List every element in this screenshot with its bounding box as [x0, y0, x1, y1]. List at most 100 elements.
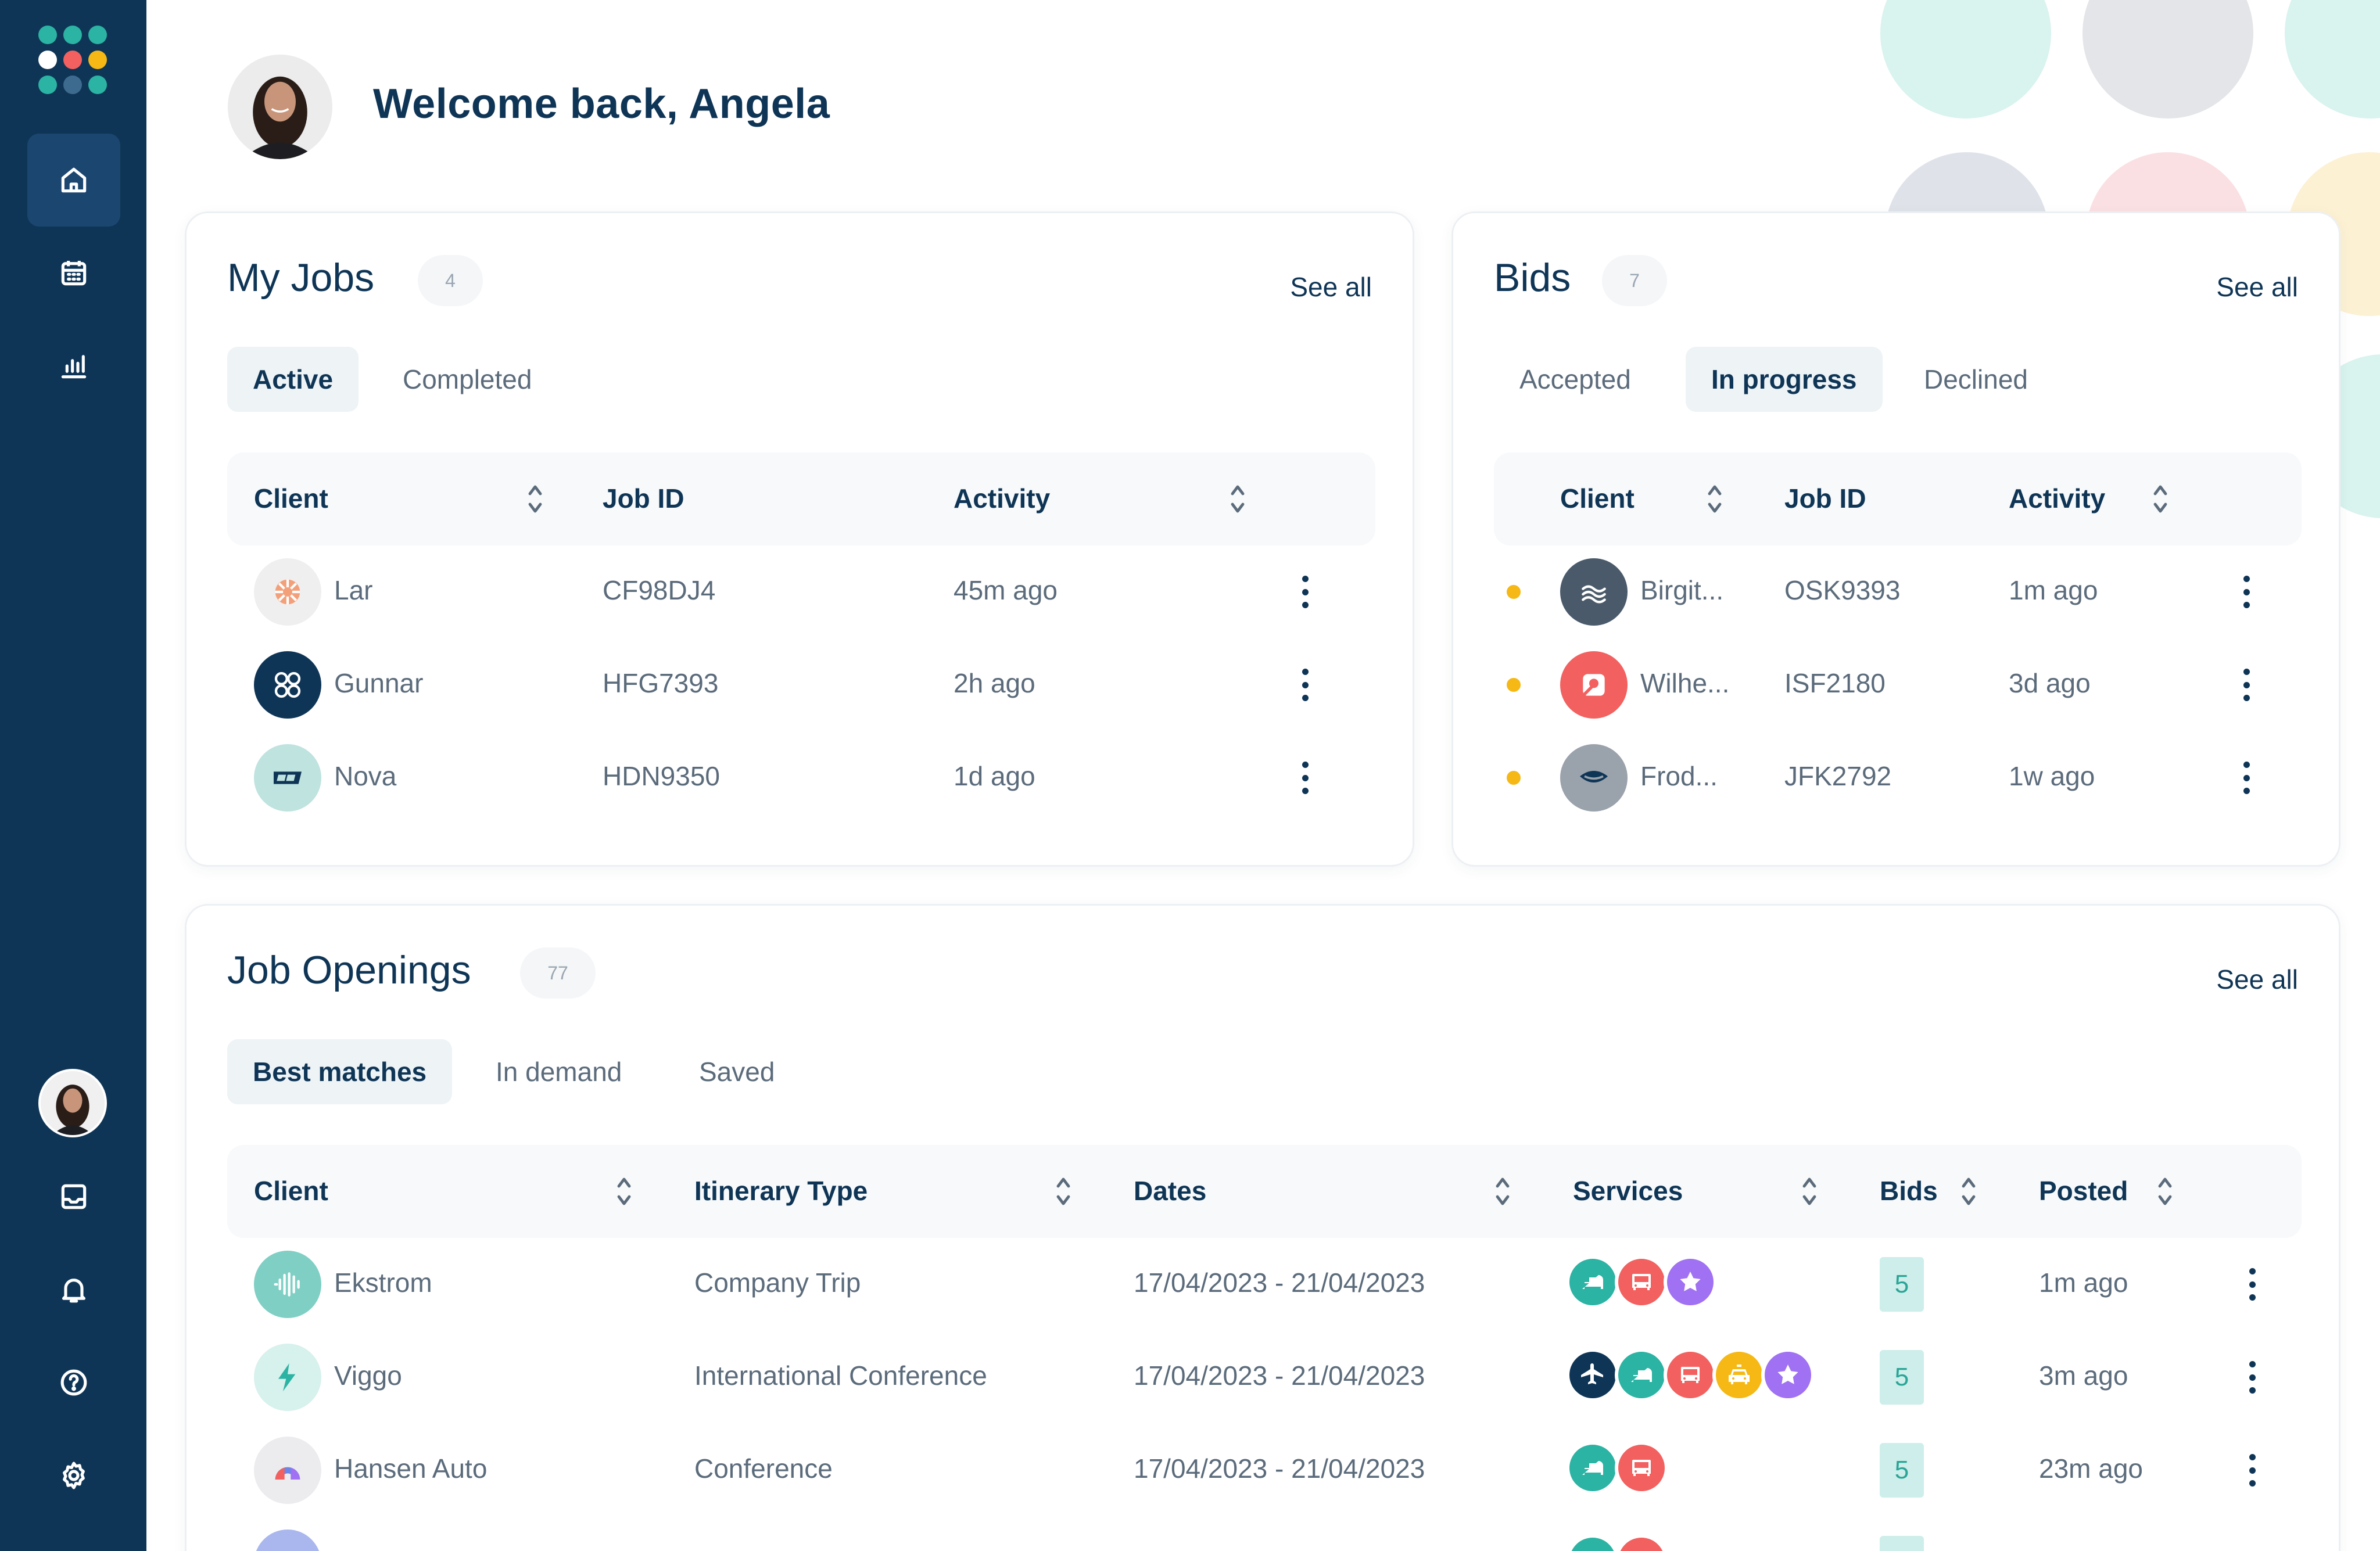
column-activity[interactable]: Activity [954, 483, 1051, 514]
nav-settings[interactable] [27, 1429, 120, 1522]
column-services[interactable]: Services [1573, 1176, 1683, 1206]
bed-icon [1566, 1441, 1619, 1495]
nav-inbox[interactable] [27, 1150, 120, 1243]
sort-icon[interactable] [1960, 1174, 1977, 1209]
activity: 3d ago [2009, 668, 2091, 698]
bus-icon [1615, 1441, 1668, 1495]
gear-icon [63, 1462, 85, 1489]
bids-count-badge [1880, 1536, 1924, 1551]
itinerary-type: Company Trip [694, 1268, 861, 1298]
job-id: ISF2180 [1784, 668, 1886, 698]
table-row[interactable]: Wilhe... ISF2180 3d ago [1494, 638, 2302, 731]
tab-saved[interactable]: Saved [699, 1057, 775, 1087]
tab-in-demand[interactable]: In demand [496, 1057, 622, 1087]
tab-accepted[interactable]: Accepted [1519, 364, 1631, 394]
table-row[interactable]: Lar CF98DJ4 45m ago [227, 545, 1375, 638]
column-activity[interactable]: Activity [2009, 483, 2106, 514]
more-options-icon[interactable] [2241, 1261, 2264, 1308]
nav-notifications[interactable] [27, 1243, 120, 1336]
more-options-icon[interactable] [2235, 755, 2258, 801]
user-avatar[interactable] [228, 55, 332, 159]
nav-analytics[interactable] [27, 319, 120, 412]
more-options-icon[interactable] [2241, 1354, 2264, 1401]
app-logo[interactable] [38, 26, 107, 94]
sort-icon[interactable] [1055, 1174, 1072, 1209]
dates: 17/04/2023 - 21/04/2023 [1134, 1268, 1425, 1298]
table-row[interactable]: Hansen Auto Conference 17/04/2023 - 21/0… [227, 1424, 2302, 1517]
my-jobs-count: 4 [418, 255, 483, 306]
column-itinerary-type[interactable]: Itinerary Type [694, 1176, 868, 1206]
table-row[interactable]: Birgit... OSK9393 1m ago [1494, 545, 2302, 638]
client-name: Viggo [334, 1360, 402, 1391]
sort-icon[interactable] [1706, 482, 1723, 516]
nav-calendar[interactable] [27, 227, 120, 319]
table-row[interactable]: Viggo International Conference 17/04/202… [227, 1331, 2302, 1424]
nav-help[interactable] [27, 1336, 120, 1429]
activity: 2h ago [954, 668, 1035, 698]
job-openings-title: Job Openings [227, 948, 471, 992]
sidebar-avatar[interactable] [38, 1069, 107, 1137]
client-name: Nova [334, 761, 397, 791]
star-icon [1664, 1255, 1717, 1309]
nav-home[interactable] [27, 134, 120, 227]
tab-active[interactable]: Active [227, 347, 359, 412]
sort-icon[interactable] [1494, 1174, 1511, 1209]
sort-icon[interactable] [526, 482, 544, 516]
car-icon [1712, 1348, 1766, 1402]
tab-declined[interactable]: Declined [1924, 364, 2028, 394]
table-row[interactable] [227, 1517, 2302, 1551]
client-name: Gunnar [334, 668, 424, 698]
activity: 1m ago [2009, 575, 2098, 605]
job-id: HFG7393 [603, 668, 719, 698]
column-job-id[interactable]: Job ID [603, 483, 684, 514]
activity: 1w ago [2009, 761, 2095, 791]
job-openings-see-all[interactable]: See all [2216, 964, 2298, 994]
job-openings-table-header: Client Itinerary Type Dates Services Bid… [227, 1145, 2302, 1238]
bell-icon [62, 1279, 86, 1303]
column-bids[interactable]: Bids [1880, 1176, 1938, 1206]
table-row[interactable]: Ekstrom Company Trip 17/04/2023 - 21/04/… [227, 1238, 2302, 1331]
sort-icon[interactable] [1801, 1174, 1818, 1209]
more-options-icon[interactable] [1293, 569, 1317, 615]
bids-count: 7 [1602, 255, 1667, 306]
my-jobs-card: My Jobs 4 See all Active Completed Clien… [185, 211, 1414, 867]
status-dot [1507, 678, 1521, 692]
job-openings-count: 77 [520, 947, 596, 999]
column-client[interactable]: Client [254, 483, 328, 514]
column-posted[interactable]: Posted [2039, 1176, 2128, 1206]
tab-completed[interactable]: Completed [403, 364, 532, 394]
bus-icon [1615, 1534, 1668, 1551]
client-name: Birgit... [1640, 575, 1724, 605]
bus-icon [1664, 1348, 1717, 1402]
sort-icon[interactable] [2156, 1174, 2174, 1209]
status-dot [1507, 585, 1521, 599]
table-row[interactable]: Nova HDN9350 1d ago [227, 731, 1375, 824]
column-client[interactable]: Client [254, 1176, 328, 1206]
more-options-icon[interactable] [2235, 662, 2258, 708]
client-logo [254, 1530, 321, 1551]
table-row[interactable]: Gunnar HFG7393 2h ago [227, 638, 1375, 731]
more-options-icon[interactable] [1293, 662, 1317, 708]
column-dates[interactable]: Dates [1134, 1176, 1207, 1206]
job-id: HDN9350 [603, 761, 720, 791]
dates: 17/04/2023 - 21/04/2023 [1134, 1453, 1425, 1484]
client-logo-frodo [1560, 744, 1628, 812]
my-jobs-see-all[interactable]: See all [1290, 272, 1372, 302]
tab-in-progress[interactable]: In progress [1686, 347, 1883, 412]
column-job-id[interactable]: Job ID [1784, 483, 1866, 514]
table-row[interactable]: Frod... JFK2792 1w ago [1494, 731, 2302, 824]
bids-see-all[interactable]: See all [2216, 272, 2298, 302]
tab-best-matches[interactable]: Best matches [227, 1039, 453, 1104]
bids-count-badge: 5 [1880, 1443, 1924, 1498]
sort-icon[interactable] [615, 1174, 633, 1209]
more-options-icon[interactable] [2241, 1447, 2264, 1493]
column-client[interactable]: Client [1560, 483, 1635, 514]
sort-icon[interactable] [2152, 482, 2169, 516]
status-dot [1507, 771, 1521, 785]
more-options-icon[interactable] [1293, 755, 1317, 801]
sort-icon[interactable] [1229, 482, 1246, 516]
bed-icon [1615, 1348, 1668, 1402]
my-jobs-title: My Jobs [227, 256, 375, 300]
more-options-icon[interactable] [2235, 569, 2258, 615]
decorative-circle [1880, 0, 2051, 119]
